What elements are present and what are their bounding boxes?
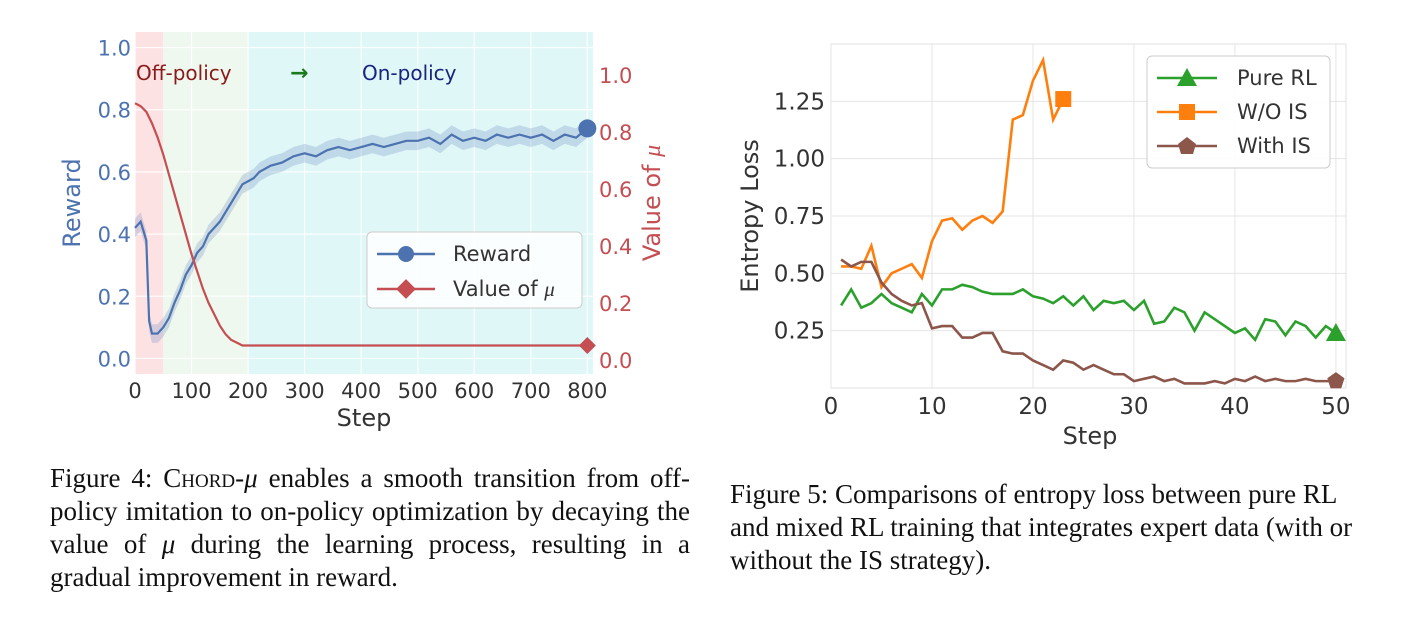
y-tick-label-right: 0.8 bbox=[599, 121, 632, 145]
legend-with-is-marker bbox=[1178, 137, 1196, 154]
end-marker-with-is bbox=[1327, 372, 1345, 389]
figure-4-caption: Figure 4: Chord-μ enables a smooth trans… bbox=[50, 462, 690, 594]
mu-end-marker bbox=[578, 337, 596, 354]
caption-4-text-b: during the learning process, resulting i… bbox=[50, 529, 690, 592]
grid bbox=[134, 32, 593, 374]
x-tick-label: 800 bbox=[567, 379, 607, 403]
legend-reward-label: Reward bbox=[453, 242, 531, 266]
series-line-with-is bbox=[840, 258, 1336, 385]
y-tick-label-right: 0.0 bbox=[599, 349, 632, 373]
legend-pure-rl-marker bbox=[1177, 68, 1197, 86]
figure-5-caption: Figure 5: Comparisons of entropy loss be… bbox=[730, 479, 1353, 575]
y-tick-label-left: 0.6 bbox=[98, 161, 131, 185]
y-axis-label-right: Value of μ bbox=[638, 145, 666, 261]
x-tick-label: 700 bbox=[511, 379, 551, 403]
phase-backgrounds bbox=[135, 32, 593, 374]
caption-4-method-sep: - bbox=[235, 463, 245, 493]
legend: Reward Value of μ bbox=[366, 231, 583, 309]
x-tick-label: 200 bbox=[228, 379, 268, 403]
figure-5: 0 10 20 30 40 50 0.25 0.50 0.75 1.00 1.25 Step Ent… bbox=[715, 0, 1403, 470]
x-tick-label: 100 bbox=[171, 379, 211, 403]
y-tick-label-left: 0.4 bbox=[98, 223, 131, 247]
x-tick-label: 600 bbox=[454, 379, 494, 403]
legend-reward-marker bbox=[398, 246, 414, 262]
reward-band bbox=[135, 119, 588, 343]
legend: Pure RL W/O IS With IS bbox=[1146, 55, 1331, 169]
y-axis-label-right-text: Value of bbox=[638, 157, 666, 261]
legend-mu-label-text: Value of bbox=[453, 277, 544, 301]
series-line-w-o-is bbox=[841, 55, 1065, 291]
caption-4-method-mu: μ bbox=[244, 463, 258, 493]
axis-ticks: 0 10 20 30 40 50 0.25 0.50 0.75 1.00 1.25 bbox=[774, 89, 1351, 420]
x-tick-label: 20 bbox=[1018, 394, 1047, 420]
caption-4-method: Chord bbox=[163, 463, 236, 493]
legend-with-is-label: With IS bbox=[1237, 134, 1311, 158]
y-tick-label-left: 0.8 bbox=[98, 99, 131, 123]
y-axis-label: Entropy Loss bbox=[736, 139, 764, 293]
reward-confidence-band bbox=[135, 119, 588, 343]
legend-mu-label: Value of μ bbox=[453, 277, 555, 301]
y-tick-label-left: 0.2 bbox=[98, 285, 131, 309]
legend-mu-label-symbol: μ bbox=[543, 277, 555, 301]
y-axis-label-right-symbol: μ bbox=[640, 145, 666, 158]
figure-4: 0 100 200 300 400 500 600 700 800 0.0 0.2 0.4 0.6 0.8… bbox=[0, 0, 700, 460]
phase-region-on-policy bbox=[248, 32, 593, 374]
y-tick-label: 1.25 bbox=[774, 89, 825, 115]
x-axis-label: Step bbox=[1063, 422, 1118, 450]
series-lines bbox=[134, 102, 597, 354]
y-axis-label-left: Reward bbox=[58, 158, 86, 247]
x-tick-label: 300 bbox=[285, 379, 325, 403]
y-tick-label-right: 1.0 bbox=[599, 64, 632, 88]
x-tick-label: 50 bbox=[1321, 394, 1350, 420]
y-tick-label-left: 0.0 bbox=[98, 347, 131, 371]
series-line-mu bbox=[134, 102, 588, 347]
end-marker-pure-rl bbox=[1325, 322, 1346, 341]
x-tick-label: 30 bbox=[1119, 394, 1148, 420]
y-tick-label-right: 0.4 bbox=[599, 235, 632, 259]
caption-4-label: Figure 4: bbox=[50, 463, 164, 493]
legend-wo-is-marker bbox=[1179, 104, 1195, 120]
x-tick-label: 0 bbox=[824, 394, 839, 420]
caption-4-text-a: enables a smooth transition from off-pol… bbox=[50, 463, 690, 559]
caption-4-mu: μ bbox=[161, 529, 176, 559]
x-tick-label: 10 bbox=[917, 394, 946, 420]
x-tick-label: 0 bbox=[128, 379, 141, 403]
x-tick-label: 40 bbox=[1220, 394, 1249, 420]
legend-pure-rl-label: Pure RL bbox=[1237, 66, 1317, 90]
reward-end-marker bbox=[578, 119, 597, 138]
y-tick-label-right: 0.2 bbox=[599, 292, 632, 316]
series-line-pure-rl bbox=[839, 283, 1337, 343]
axis-ticks: 0 100 200 300 400 500 600 700 800 0.0 0.2 0.4 0.6 0.8… bbox=[98, 37, 633, 403]
y-tick-label: 0.50 bbox=[774, 261, 825, 287]
y-tick-label-right: 0.6 bbox=[599, 178, 632, 202]
y-tick-label-left: 1.0 bbox=[98, 37, 131, 61]
series-line-reward bbox=[134, 127, 589, 335]
phase-arrow: → bbox=[290, 61, 308, 86]
end-marker-w-o-is bbox=[1055, 91, 1072, 108]
figure-5-chart: 0 10 20 30 40 50 0.25 0.50 0.75 1.00 1.25 Step Ent… bbox=[736, 43, 1351, 450]
y-tick-label: 0.75 bbox=[774, 204, 825, 230]
legend-mu-marker bbox=[396, 279, 416, 299]
phase-label-on-policy: On-policy bbox=[362, 61, 457, 85]
x-tick-label: 400 bbox=[341, 379, 381, 403]
phase-label-off-policy: Off-policy bbox=[136, 61, 232, 85]
legend-wo-is-label: W/O IS bbox=[1237, 100, 1308, 124]
y-tick-label: 1.00 bbox=[774, 147, 825, 173]
x-axis-label: Step bbox=[337, 404, 392, 432]
y-tick-label: 0.25 bbox=[774, 319, 825, 345]
series-lines bbox=[839, 55, 1346, 389]
figure-4-chart: 0 100 200 300 400 500 600 700 800 0.0 0.2 0.4 0.6 0.8… bbox=[58, 32, 666, 432]
x-tick-label: 500 bbox=[398, 379, 438, 403]
